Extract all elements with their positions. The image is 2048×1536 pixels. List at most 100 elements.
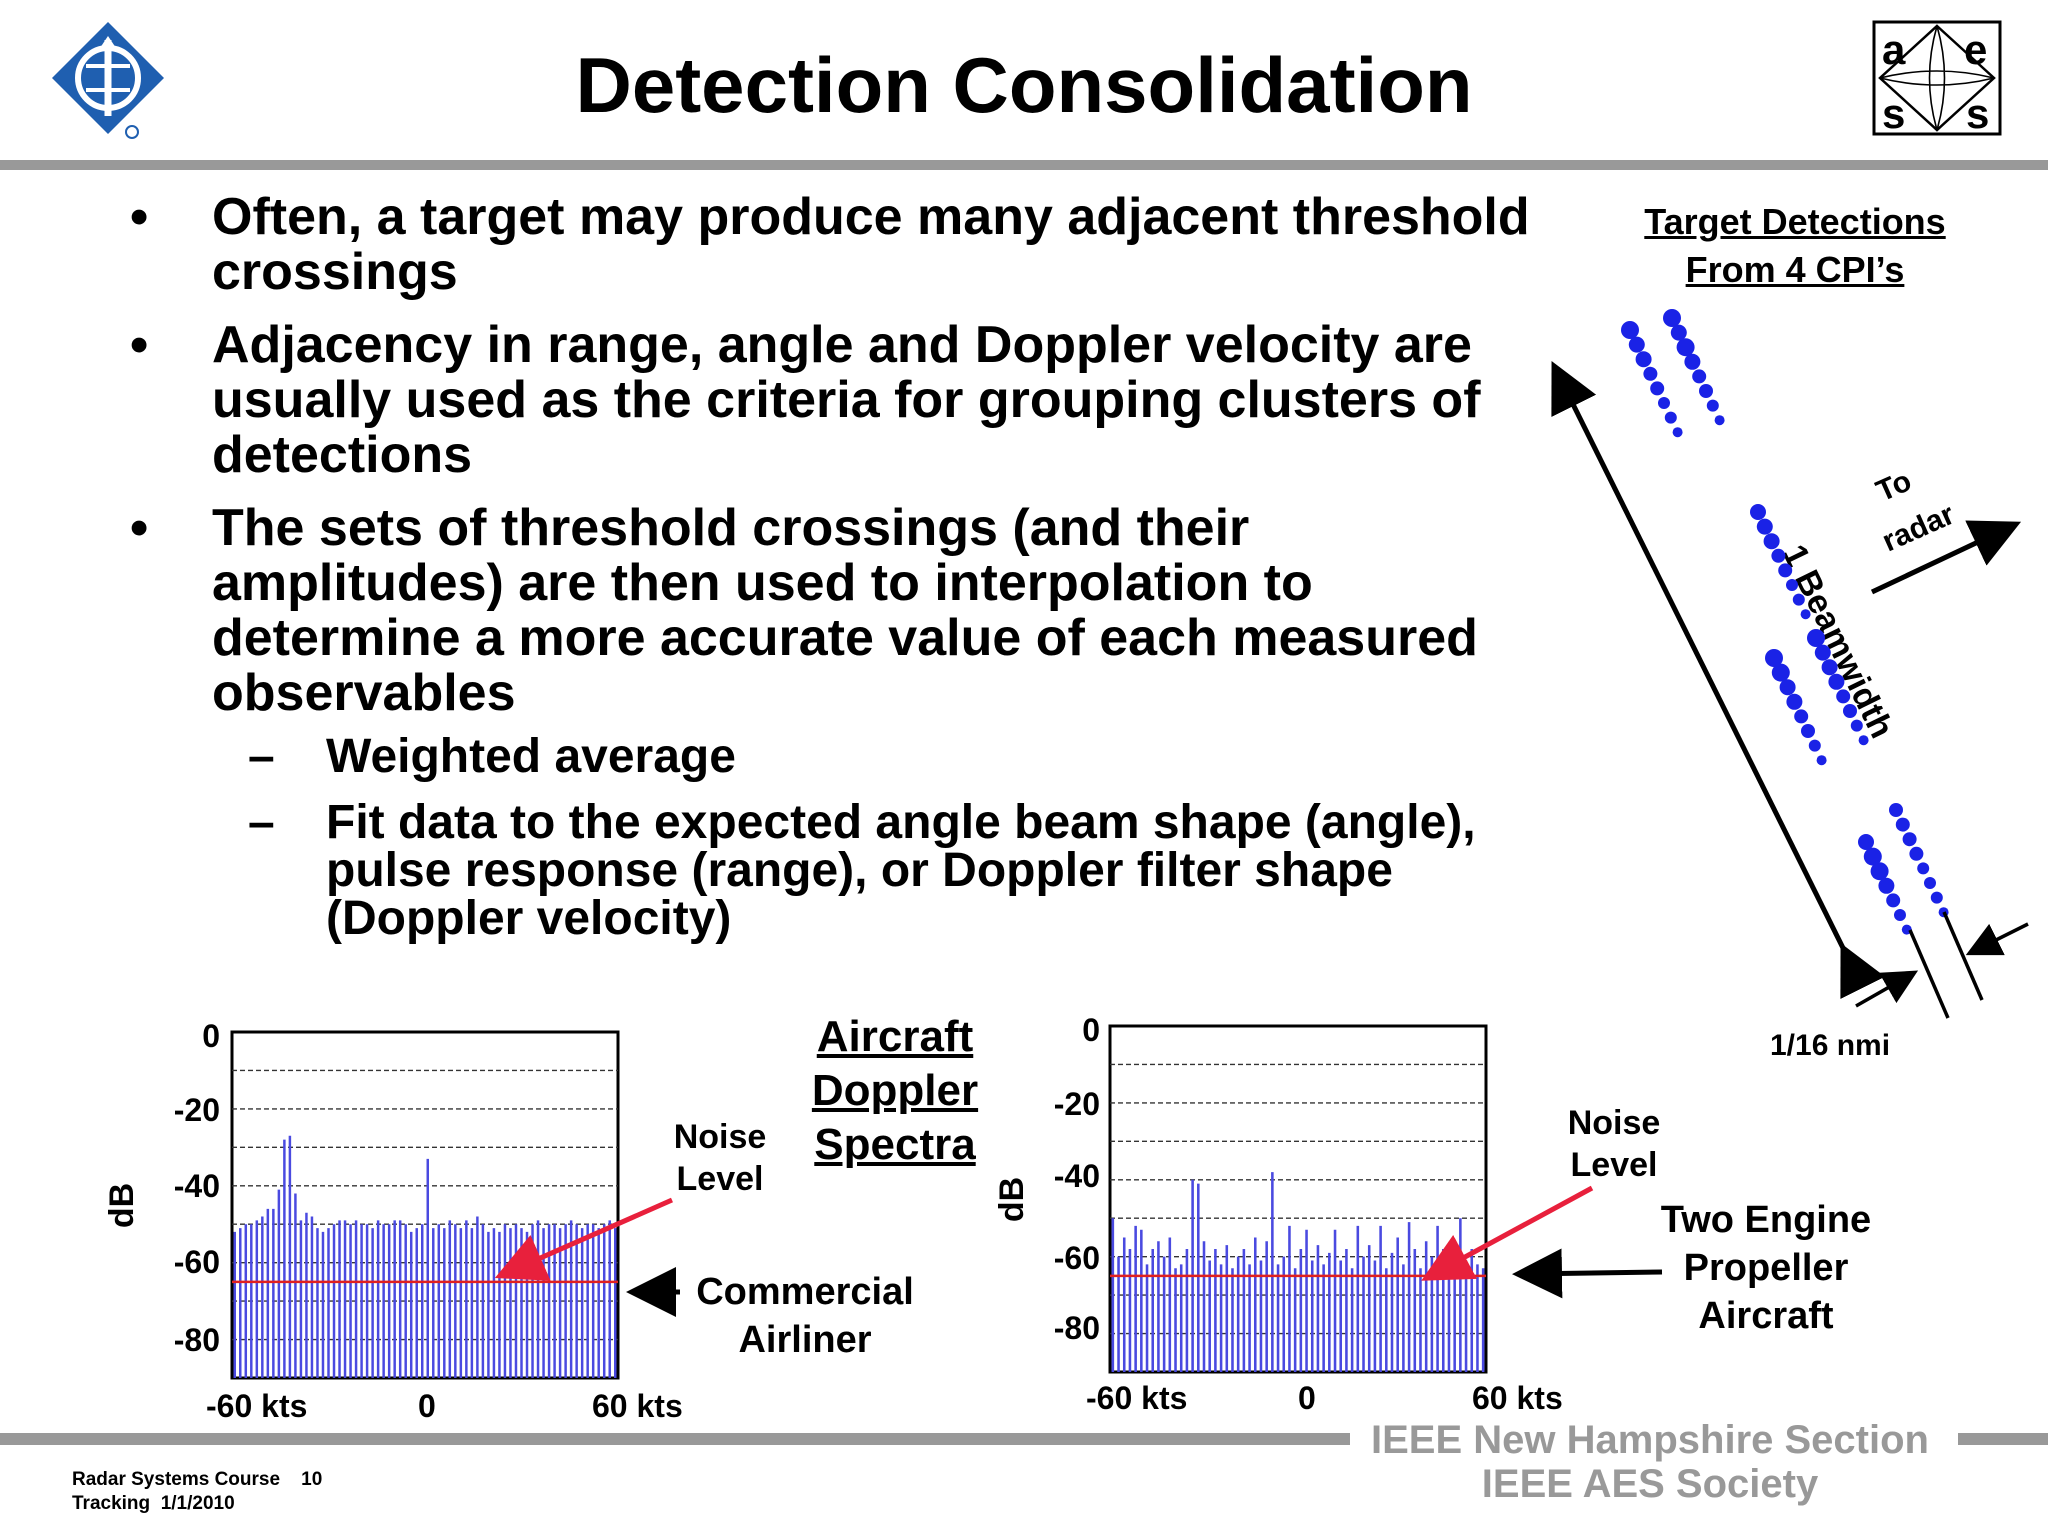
detection-dot bbox=[1778, 563, 1793, 578]
detection-dot bbox=[1628, 336, 1645, 353]
course-footer: Radar Systems Course 10 Tracking 1/1/201… bbox=[72, 1468, 322, 1516]
detection-dot bbox=[1895, 817, 1910, 832]
left-ylabel: dB bbox=[103, 1182, 142, 1229]
footer-divider-left bbox=[0, 1433, 1350, 1445]
detection-dot bbox=[1894, 909, 1906, 921]
plot-frame bbox=[1108, 1024, 1488, 1374]
range-arrow-left bbox=[1855, 970, 1919, 1008]
detection-dot bbox=[1792, 593, 1805, 606]
detection-dot bbox=[1714, 415, 1725, 426]
detection-dot bbox=[1786, 693, 1803, 710]
beamwidth-arrow bbox=[1551, 361, 1886, 999]
bullet-text: Often, a target may produce many adjacen… bbox=[212, 188, 1530, 301]
to-radar-label-line2: radar bbox=[1877, 498, 1959, 559]
ieee-line1: IEEE New Hampshire Section bbox=[1371, 1418, 1929, 1462]
aess-letter-s1: s bbox=[1882, 90, 1905, 136]
detection-dot bbox=[1836, 689, 1851, 704]
detection-dot bbox=[1902, 832, 1917, 847]
left-ytick: -20 bbox=[173, 1092, 220, 1128]
detection-dot bbox=[1786, 579, 1798, 591]
course-line2: Tracking 1/1/2010 bbox=[72, 1493, 235, 1514]
target-detections-diagram: 1 Beamwidth To radar 1/16 nmi bbox=[1551, 309, 2029, 1062]
detection-dot bbox=[1909, 846, 1924, 861]
detection-dot bbox=[1756, 518, 1773, 535]
range-label: 1/16 nmi bbox=[1770, 1029, 1890, 1062]
right-ytick: 0 bbox=[1082, 1012, 1100, 1048]
right-target-label: Two Engine Propeller Aircraft bbox=[1626, 1196, 1906, 1340]
left-target-line2: Airliner bbox=[738, 1319, 872, 1361]
detection-dot bbox=[1886, 893, 1901, 908]
detection-dot bbox=[1670, 324, 1687, 341]
right-ytick: -40 bbox=[1053, 1158, 1100, 1194]
bullet-dot: • bbox=[130, 188, 149, 246]
detection-dot bbox=[1763, 533, 1780, 550]
target-detections-title-line1: Target Detections bbox=[1644, 201, 1946, 242]
right-target-line1: Two Engine bbox=[1660, 1199, 1872, 1241]
left-target-label: Commercial Airliner bbox=[690, 1268, 920, 1364]
left-target-line1: Commercial bbox=[696, 1271, 914, 1313]
sub-bullet-text: Weighted average bbox=[326, 730, 736, 783]
left-ytick: -80 bbox=[173, 1322, 220, 1358]
left-spectrum-plot bbox=[230, 1030, 620, 1380]
right-noise-line2: Level bbox=[1570, 1146, 1658, 1184]
detection-dot bbox=[1816, 755, 1827, 766]
aess-letter-e: e bbox=[1964, 26, 1987, 73]
range-arrow-right bbox=[1965, 922, 2029, 956]
detection-dot bbox=[1870, 862, 1889, 881]
detection-dot bbox=[1930, 891, 1943, 904]
detection-dot bbox=[1672, 427, 1683, 438]
detection-dot bbox=[1814, 644, 1831, 661]
detection-dot bbox=[1878, 877, 1895, 894]
detection-dot bbox=[1706, 399, 1719, 412]
right-spectrum-plot bbox=[1108, 1024, 1488, 1374]
left-ytick: 0 bbox=[202, 1018, 220, 1054]
right-ylabel: dB bbox=[993, 1176, 1032, 1223]
bullet-text: The sets of threshold crossings (and the… bbox=[212, 499, 1478, 722]
to-radar-label-line1: To bbox=[1871, 464, 1916, 508]
right-noise-label: Noise Level bbox=[1554, 1102, 1674, 1186]
detection-dot bbox=[1863, 847, 1882, 866]
right-ytick: -20 bbox=[1053, 1086, 1100, 1122]
ieee-footer: IEEE New Hampshire Section IEEE AES Soci… bbox=[1360, 1418, 1940, 1506]
right-xtick: -60 kts bbox=[1086, 1380, 1188, 1416]
detection-dot bbox=[1801, 724, 1815, 738]
detection-dot bbox=[1794, 709, 1809, 724]
detection-dot bbox=[1750, 504, 1766, 520]
detection-dot bbox=[1807, 629, 1825, 647]
bullet-item: • Adjacency in range, angle and Doppler v… bbox=[130, 318, 1550, 483]
ieee-logo bbox=[52, 22, 164, 139]
detection-dot bbox=[1771, 663, 1790, 682]
aess-logo: a e s s bbox=[1872, 20, 2002, 136]
detection-dot bbox=[1843, 704, 1857, 718]
detection-dot bbox=[1821, 659, 1838, 676]
footer-divider-right bbox=[1958, 1433, 2048, 1445]
detection-dot bbox=[1635, 351, 1652, 368]
right-ytick: -60 bbox=[1053, 1240, 1100, 1276]
aircraft-doppler-spectra-label: Aircraft Doppler Spectra bbox=[790, 1010, 1000, 1172]
detection-dot bbox=[1889, 803, 1903, 817]
sub-bullet-item: – Weighted average bbox=[130, 733, 1550, 781]
aess-letter-s2: s bbox=[1966, 90, 1989, 136]
left-noise-label: Noise Level bbox=[660, 1116, 780, 1200]
target-detections-title: Target Detections From 4 CPI’s bbox=[1600, 198, 1990, 294]
detection-dot bbox=[1850, 719, 1863, 732]
range-tick-left bbox=[1908, 929, 1950, 1019]
detection-dot bbox=[1658, 397, 1670, 409]
right-target-line2: Propeller bbox=[1683, 1247, 1849, 1289]
detection-dot bbox=[1924, 877, 1936, 889]
slide-title: Detection Consolidation bbox=[575, 41, 1473, 129]
detection-dot bbox=[1765, 649, 1783, 667]
left-xtick: 60 kts bbox=[592, 1388, 683, 1424]
beamwidth-label: 1 Beamwidth bbox=[1775, 539, 1901, 744]
detection-dot bbox=[1692, 369, 1707, 384]
left-ytick: -40 bbox=[173, 1168, 220, 1204]
right-xtick: 60 kts bbox=[1472, 1380, 1563, 1416]
left-noise-line1: Noise bbox=[673, 1118, 767, 1156]
detection-dot bbox=[1771, 548, 1786, 563]
course-line1: Radar Systems Course 10 bbox=[72, 1469, 323, 1490]
detection-dot bbox=[1621, 321, 1639, 339]
detection-dot bbox=[1779, 679, 1796, 696]
range-tick-right bbox=[1942, 911, 1984, 1001]
sub-bullet-text: Fit data to the expected angle beam shap… bbox=[326, 796, 1476, 945]
detection-dot bbox=[1664, 411, 1677, 424]
